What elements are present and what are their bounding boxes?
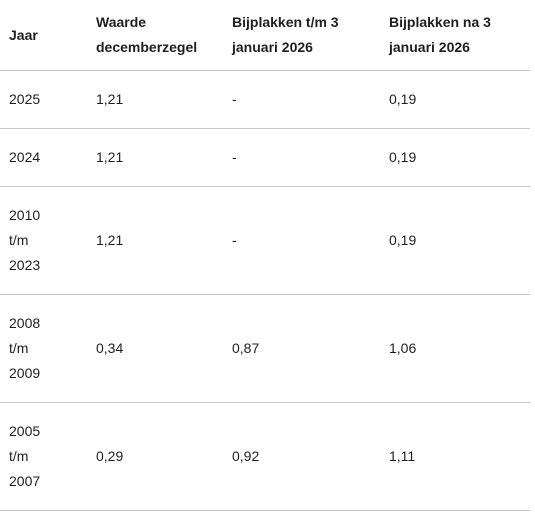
value-cell: 1,21 — [87, 186, 223, 295]
year-cell: 2024 — [0, 128, 87, 187]
after-cell: 0,19 — [380, 186, 530, 295]
until-cell: 0,87 — [223, 294, 380, 403]
after-cell: 1,06 — [380, 294, 530, 403]
after-cell: 1,11 — [380, 402, 530, 511]
value-cell: 1,21 — [87, 70, 223, 129]
after-cell: 0,19 — [380, 70, 530, 129]
header-stamp-value: Waarde decemberzegel — [96, 14, 198, 55]
table-row: 2005 t/m 2007 0,29 0,92 1,11 — [0, 402, 530, 511]
table-row: 2008 t/m 2009 0,34 0,87 1,06 — [0, 294, 530, 403]
header-top-up-after: Bijplakken na 3 januari 2026 — [389, 14, 491, 55]
until-cell: - — [223, 128, 380, 187]
table-row: 2010 t/m 2023 1,21 - 0,19 — [0, 186, 530, 295]
year-cell: 2008 t/m 2009 — [0, 294, 87, 403]
year-cell: 2025 — [0, 70, 87, 129]
header-year: Jaar — [9, 26, 38, 43]
until-cell: - — [223, 186, 380, 295]
until-cell: - — [223, 70, 380, 129]
after-cell: 0,19 — [380, 128, 530, 187]
table-header-row: Jaar Waarde decemberzegel Bijplakken t/m… — [0, 0, 530, 71]
table-row: 2025 1,21 - 0,19 — [0, 70, 530, 129]
value-cell: 1,21 — [87, 128, 223, 187]
value-cell: 0,34 — [87, 294, 223, 403]
table-row: 2024 1,21 - 0,19 — [0, 128, 530, 187]
year-cell: 2010 t/m 2023 — [0, 186, 87, 295]
until-cell: 0,92 — [223, 402, 380, 511]
value-cell: 0,29 — [87, 402, 223, 511]
header-top-up-until: Bijplakken t/m 3 januari 2026 — [232, 14, 339, 55]
year-cell: 2005 t/m 2007 — [0, 402, 87, 511]
